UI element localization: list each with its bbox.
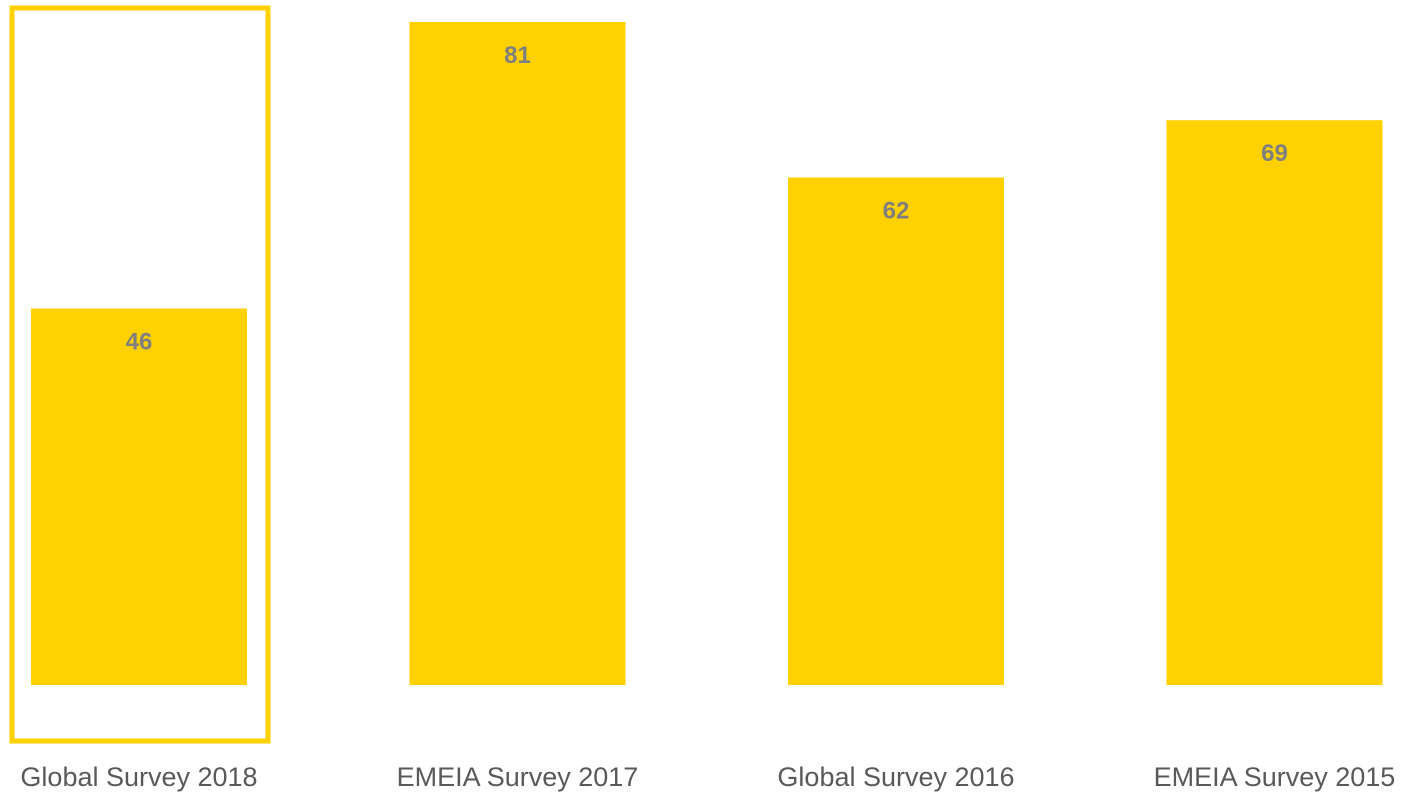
data-label-2: 62 — [883, 198, 910, 225]
category-label-0: Global Survey 2018 — [20, 762, 257, 792]
data-label-1: 81 — [504, 42, 531, 69]
labels-group: 46 Global Survey 2018 81 EMEIA Survey 2017 6… — [20, 42, 1395, 792]
bars-group — [9, 5, 1383, 744]
highlight-frame — [9, 5, 271, 744]
category-label-3: EMEIA Survey 2015 — [1154, 762, 1396, 792]
category-label-2: Global Survey 2016 — [777, 762, 1014, 792]
category-label-1: EMEIA Survey 2017 — [397, 762, 639, 792]
bar-0 — [31, 308, 247, 685]
bar-3 — [1166, 120, 1383, 685]
bar-1 — [409, 22, 626, 685]
bar-2 — [788, 177, 1004, 685]
data-label-3: 69 — [1261, 140, 1288, 167]
data-label-0: 46 — [126, 328, 153, 355]
